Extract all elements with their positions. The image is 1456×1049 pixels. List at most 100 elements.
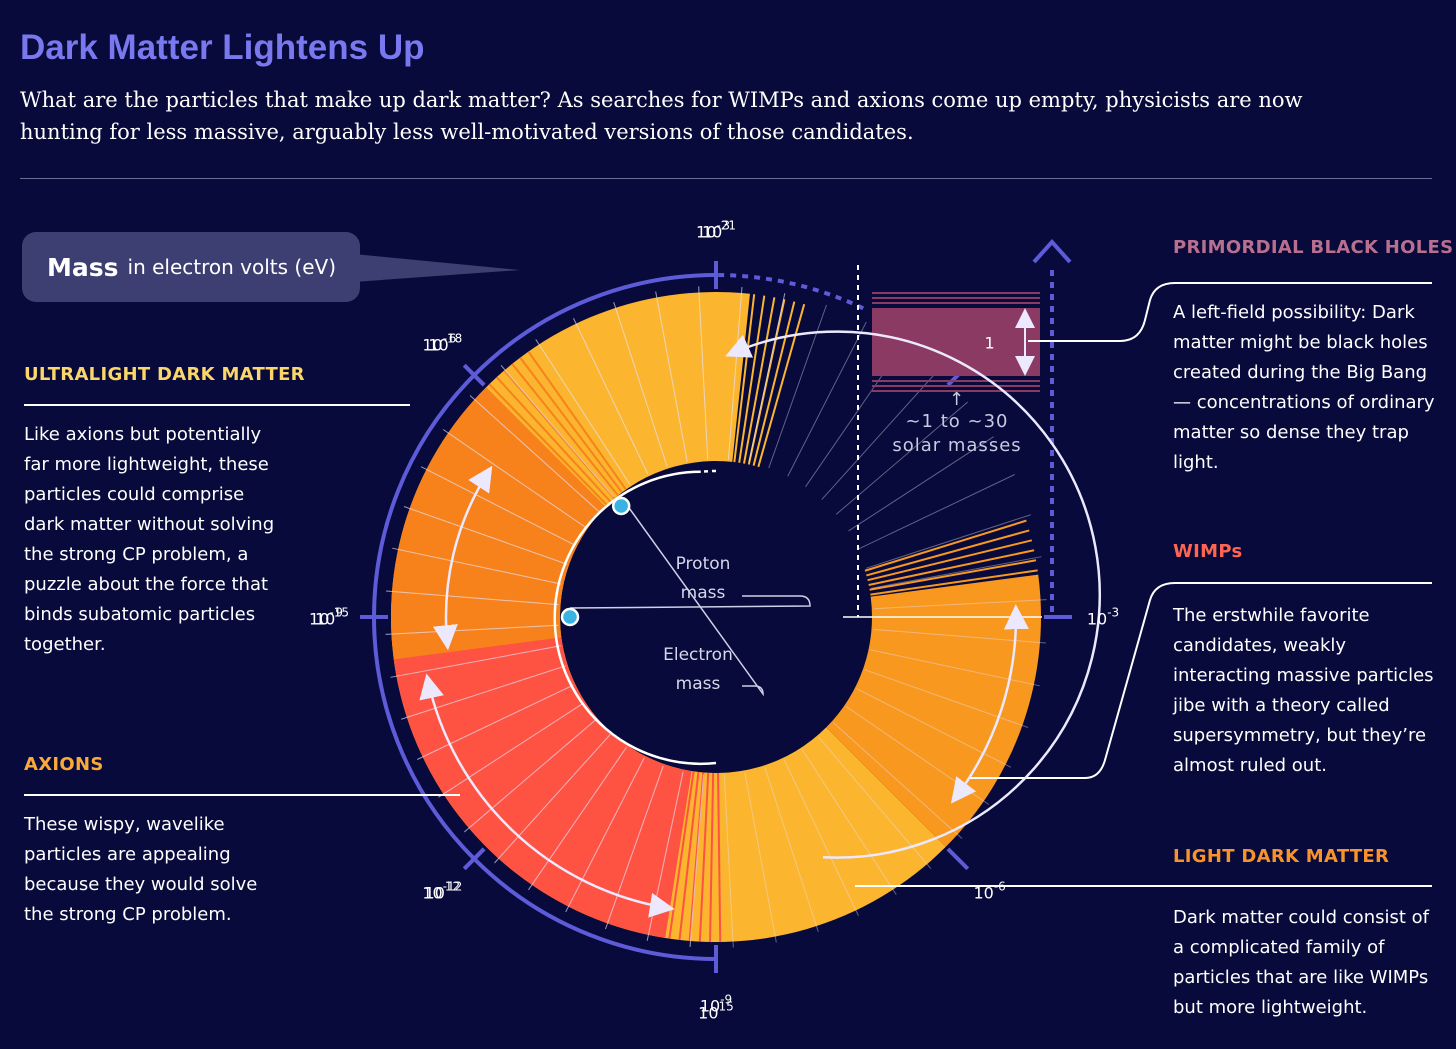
radial-spoke (748, 293, 786, 463)
light-dm-fade-line (488, 383, 608, 506)
electron-mass-marker (611, 496, 631, 516)
axions-heading: AXIONS (24, 754, 104, 775)
proton-leader (569, 595, 811, 609)
axions-fade-line (864, 519, 1027, 572)
header-divider (20, 178, 1432, 179)
axis-tick-label: 10-3 (1087, 606, 1119, 629)
light-dm-heading: LIGHT DARK MATTER (1173, 846, 1390, 867)
outer-axis-dashed-end (715, 273, 865, 311)
ultralight-heading: ULTRALIGHT DARK MATTER (24, 364, 305, 385)
light-dm-fade-line (519, 357, 623, 494)
pbh-leader (1028, 282, 1432, 342)
radial-spoke (442, 429, 587, 528)
radial-spoke (689, 774, 705, 948)
proton-mass-label: Proton mass (675, 554, 731, 603)
light-dm-description: Dark matter could consist of a complicat… (1173, 907, 1429, 1018)
wimps-leader (970, 582, 1432, 779)
wimps-description: The erstwhile favorite candidates, weakl… (1173, 605, 1434, 776)
page-subtitle: What are the particles that make up dark… (20, 88, 1303, 144)
wimps-fade-line (709, 772, 715, 942)
radial-spoke (500, 364, 614, 498)
radial-spoke (442, 429, 587, 528)
tick-exponent: -9 (720, 992, 733, 1007)
tick-exponent: 3 (722, 218, 730, 233)
axions-fade-line (867, 539, 1033, 582)
radial-spoke (848, 436, 994, 532)
axis-tick (462, 363, 486, 387)
radial-spoke (655, 291, 688, 462)
pbh-mass-range-note: ↑ ~1 to ~30 solar masses (892, 390, 1022, 458)
axions-description: These wispy, wavelike particles are appe… (24, 814, 258, 925)
wimps-fade-line (717, 772, 722, 942)
pbh-note-text: ~1 to ~30 solar masses (892, 411, 1022, 456)
radial-spoke (535, 339, 631, 485)
radial-spoke (390, 645, 561, 678)
pbh-description: A left-field possibility: Dark matter mi… (1173, 302, 1435, 473)
light-dm-fade-line (495, 376, 612, 503)
tick-base: 10 (702, 222, 723, 242)
tick-exponent: -6 (993, 879, 1006, 894)
wimps-heading: WIMPs (1173, 541, 1243, 562)
up-arrow-icon: ↑ (948, 389, 966, 410)
radial-spoke (573, 318, 649, 475)
axis-tick-label: 10-9 (700, 993, 732, 1016)
axis-tick-label: 1012 (425, 879, 461, 902)
radial-spoke (748, 293, 786, 463)
radial-spoke (787, 321, 867, 477)
radial-spoke (573, 318, 649, 475)
axions-fade-line (869, 559, 1037, 591)
mass-label-unit: in electron volts (eV) (127, 255, 337, 279)
radial-spoke (764, 767, 819, 932)
ultralight-fade-line (757, 303, 806, 468)
radial-spoke (821, 370, 938, 500)
tick-base: 10 (699, 996, 721, 1016)
light-dm-range-arrow (432, 465, 493, 651)
radial-spoke (727, 286, 743, 460)
tick-exponent: -15 (329, 605, 349, 620)
axis-tick-label: 1 (985, 334, 995, 353)
radial-spoke (866, 514, 1031, 569)
tick-base: 10 (696, 222, 717, 242)
tick-exponent: 12 (444, 879, 461, 894)
axions-fade-line (870, 569, 1038, 596)
ultralight-description: Like axions but potentially far more lig… (24, 424, 275, 655)
tick-base: 10 (315, 609, 336, 629)
radial-spoke (500, 364, 614, 498)
ultralight-fade-line (747, 299, 786, 465)
tick-base: 10 (973, 883, 994, 903)
axis-tick-label: 10-12 (422, 879, 462, 902)
ultralight-range-arrow (725, 330, 1101, 859)
axis-tick-label: 109 (315, 606, 343, 629)
axis-tick-label: 10-6 (973, 879, 1005, 902)
radial-spoke (535, 339, 631, 485)
radial-spoke (858, 474, 1015, 550)
radial-spoke (698, 286, 709, 460)
tick-base: 10 (422, 883, 443, 903)
radial-spoke (801, 749, 897, 895)
tick-exponent: -12 (442, 879, 463, 894)
ultralight-fade-line (752, 301, 796, 466)
tick-base: 10 (422, 335, 443, 355)
ultralight-fade-line (738, 295, 766, 463)
axions-range-arrow (950, 604, 1029, 804)
inner-arc-dashed-end (700, 469, 717, 474)
wimps-fade-line (678, 771, 700, 941)
ultralight-fade-line (733, 294, 756, 463)
tick-exponent: 9 (335, 605, 343, 620)
wimps-range-arrow (419, 673, 675, 918)
tick-exponent: 15 (718, 999, 734, 1014)
electron-leader (620, 496, 764, 697)
axis-tick-label: 10-15 (309, 606, 349, 629)
mass-unit-callout: Mass in electron volts (eV) (22, 232, 360, 302)
light-dm-fade-line (511, 363, 619, 497)
radial-spoke (655, 291, 688, 462)
radial-spoke (613, 302, 668, 467)
radial-spoke (744, 772, 777, 943)
axis-tick-label: 1015 (698, 1000, 734, 1023)
axis-tick-label: 106 (428, 332, 456, 355)
electron-mass-label: Electron mass (663, 645, 733, 694)
mass-label-strong: Mass (47, 252, 119, 282)
radial-spoke (698, 286, 709, 460)
tick-base: 10 (428, 335, 449, 355)
